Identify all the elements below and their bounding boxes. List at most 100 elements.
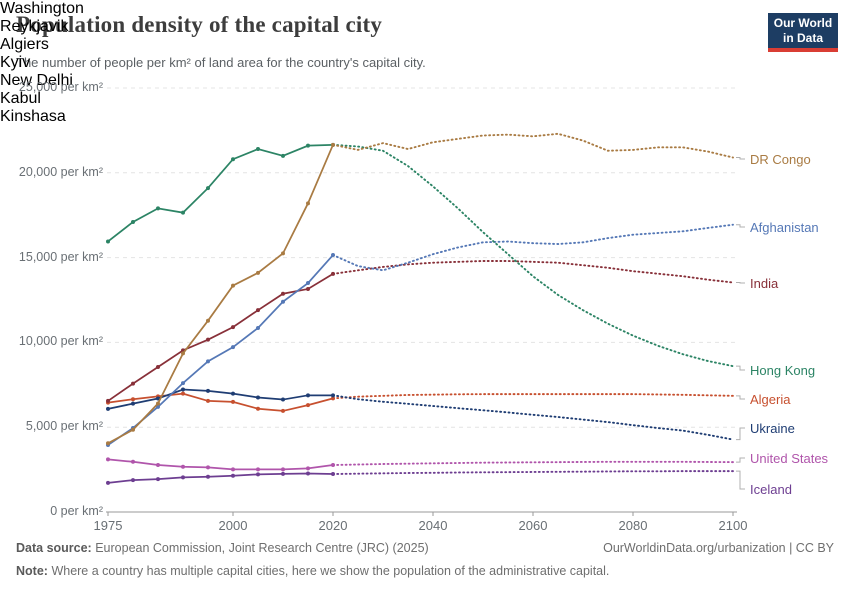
series-point-afghanistan[interactable] [206,359,210,364]
series-label-iceland[interactable]: Iceland [750,483,850,496]
series-point-ukraine[interactable] [256,395,260,400]
series-point-united-states[interactable] [231,467,235,472]
series-label-algeria[interactable]: Algeria [750,393,850,406]
series-point-ukraine[interactable] [206,388,210,393]
series-point-india[interactable] [131,381,135,386]
series-point-hong-kong[interactable] [156,206,160,211]
series-point-algeria[interactable] [206,398,210,403]
series-point-hong-kong[interactable] [181,210,185,215]
series-projection-india[interactable] [332,260,734,284]
series-point-algeria[interactable] [256,406,260,411]
series-point-united-states[interactable] [131,459,135,464]
series-projection-hong-kong[interactable] [332,143,734,368]
series-label-india[interactable]: India [750,277,850,290]
series-point-ukraine[interactable] [106,406,110,411]
series-projection-iceland[interactable] [332,470,734,475]
series-point-united-states[interactable] [331,463,335,468]
series-projection-united-states[interactable] [332,460,734,466]
series-point-algeria[interactable] [331,396,335,401]
series-point-united-states[interactable] [181,464,185,469]
series-point-afghanistan[interactable] [156,404,160,409]
series-point-iceland[interactable] [281,471,285,476]
series-point-hong-kong[interactable] [281,153,285,158]
series-projection-algeria[interactable] [332,393,734,400]
series-point-afghanistan[interactable] [331,253,335,258]
series-point-dr-congo[interactable] [281,251,285,256]
series-point-iceland[interactable] [106,480,110,485]
series-point-ukraine[interactable] [131,401,135,406]
series-point-afghanistan[interactable] [256,325,260,330]
series-point-afghanistan[interactable] [306,281,310,286]
series-point-iceland[interactable] [231,473,235,478]
series-point-iceland[interactable] [181,475,185,480]
series-line-hong-kong[interactable] [107,143,334,243]
series-point-afghanistan[interactable] [281,299,285,304]
series-point-india[interactable] [106,398,110,403]
owid-license-link[interactable]: OurWorldinData.org/urbanization | CC BY [603,541,834,555]
series-projection-dr-congo[interactable] [332,132,734,159]
series-label-united-states[interactable]: United States [750,452,850,465]
series-point-dr-congo[interactable] [306,201,310,206]
series-line-india[interactable] [107,273,334,402]
series-line-iceland[interactable] [107,472,334,484]
series-point-algeria[interactable] [231,399,235,404]
series-point-dr-congo[interactable] [256,270,260,275]
series-point-algeria[interactable] [181,391,185,396]
series-point-united-states[interactable] [206,465,210,470]
series-point-iceland[interactable] [206,474,210,479]
series-point-dr-congo[interactable] [206,318,210,323]
series-point-dr-congo[interactable] [181,351,185,356]
series-point-ukraine[interactable] [331,393,335,398]
series-point-hong-kong[interactable] [306,143,310,148]
owid-logo[interactable]: Our World in Data [768,13,838,52]
series-point-united-states[interactable] [281,467,285,472]
series-point-india[interactable] [281,291,285,296]
series-point-dr-congo[interactable] [156,401,160,406]
series-point-dr-congo[interactable] [231,283,235,288]
series-point-algeria[interactable] [306,403,310,408]
series-point-ukraine[interactable] [306,393,310,398]
series-line-dr-congo[interactable] [107,144,334,445]
series-point-united-states[interactable] [156,463,160,468]
series-point-ukraine[interactable] [281,397,285,402]
series-point-india[interactable] [331,271,335,276]
series-label-afghanistan[interactable]: Afghanistan [750,221,850,234]
series-point-hong-kong[interactable] [106,239,110,244]
series-point-india[interactable] [206,337,210,342]
series-point-india[interactable] [256,308,260,313]
series-point-algeria[interactable] [281,408,285,413]
series-projection-afghanistan[interactable] [332,223,734,272]
series-point-hong-kong[interactable] [231,157,235,162]
series-point-algeria[interactable] [131,397,135,402]
series-point-united-states[interactable] [306,466,310,471]
series-point-hong-kong[interactable] [131,219,135,224]
series-label-dr-congo[interactable]: DR Congo [750,153,850,166]
series-point-iceland[interactable] [156,477,160,482]
series-point-hong-kong[interactable] [256,147,260,152]
series-line-united-states[interactable] [107,458,334,471]
series-point-dr-congo[interactable] [131,427,135,432]
series-point-ukraine[interactable] [181,387,185,392]
series-point-afghanistan[interactable] [231,345,235,350]
series-line-ukraine[interactable] [107,388,333,410]
series-point-afghanistan[interactable] [181,381,185,386]
series-projection-ukraine[interactable] [332,394,734,441]
series-point-iceland[interactable] [331,472,335,477]
series-point-india[interactable] [156,364,160,369]
series-point-ukraine[interactable] [231,391,235,396]
series-point-iceland[interactable] [256,472,260,477]
series-point-india[interactable] [306,286,310,291]
series-line-algeria[interactable] [107,392,334,412]
series-point-hong-kong[interactable] [206,186,210,191]
series-label-ukraine[interactable]: Ukraine [750,422,850,435]
series-line-afghanistan[interactable] [107,254,334,446]
series-point-united-states[interactable] [256,467,260,472]
series-point-united-states[interactable] [106,457,110,462]
series-point-dr-congo[interactable] [106,441,110,446]
series-point-iceland[interactable] [306,471,310,476]
series-point-india[interactable] [231,325,235,330]
series-point-dr-congo[interactable] [331,142,335,147]
series-label-hong-kong[interactable]: Hong Kong [750,364,850,377]
series-point-iceland[interactable] [131,478,135,483]
